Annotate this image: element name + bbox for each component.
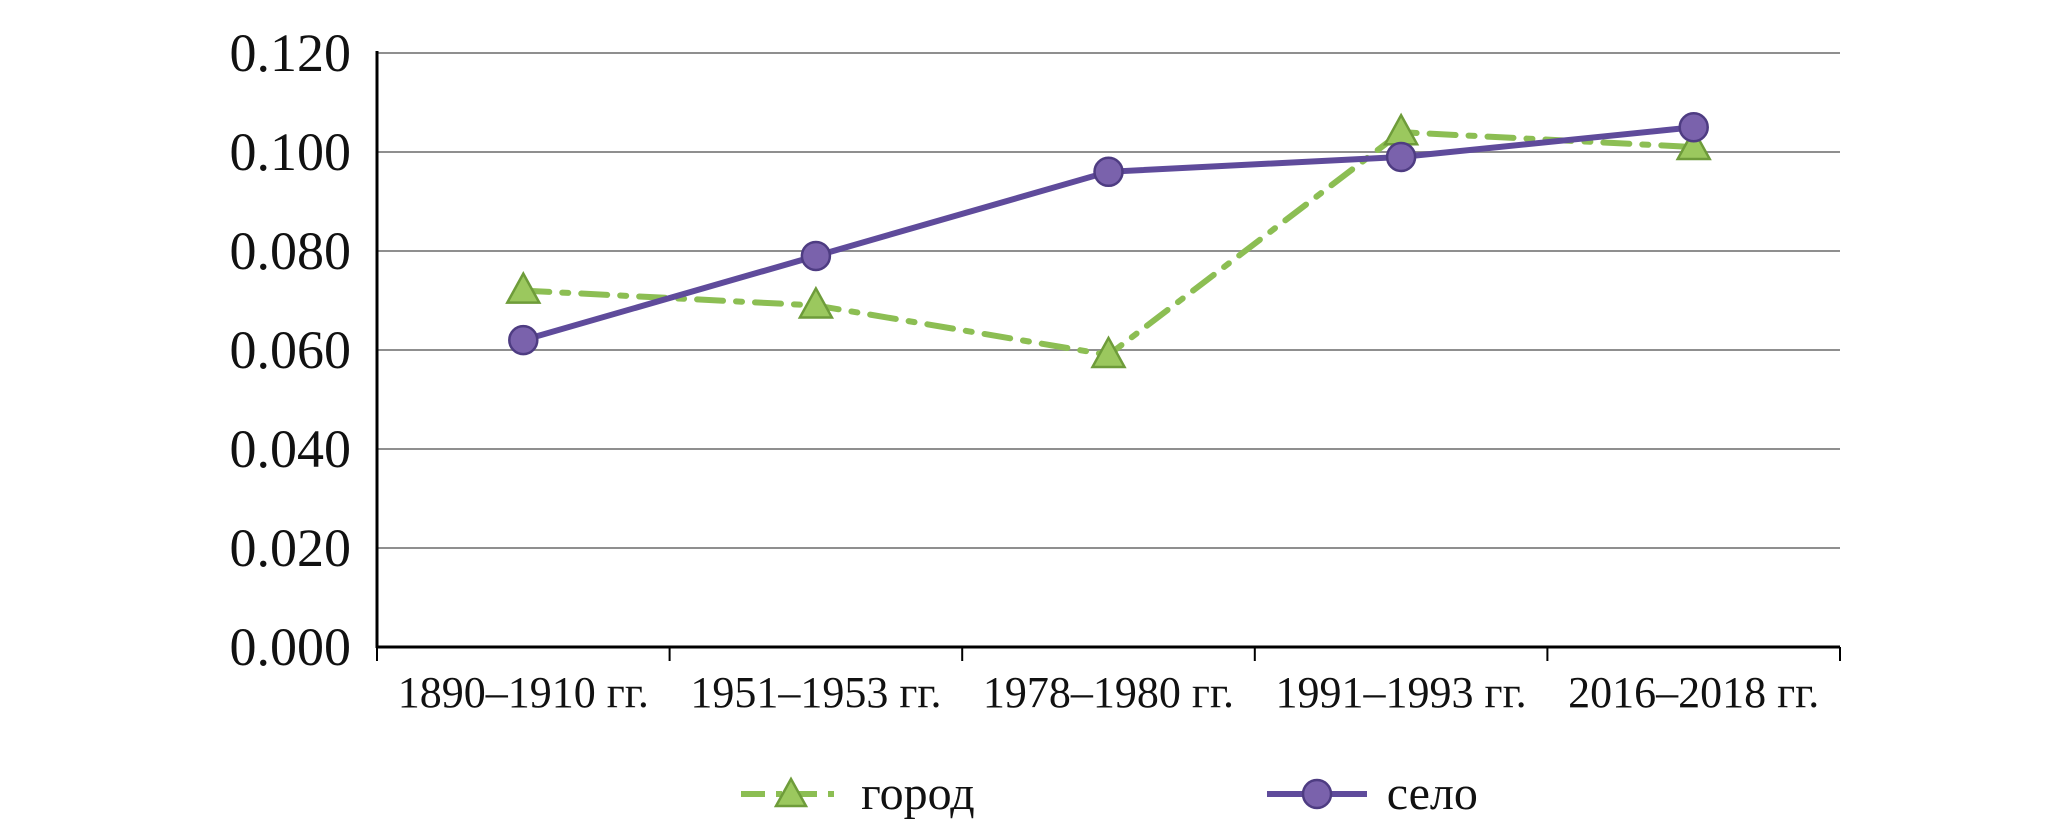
- marker-triangle: [1382, 112, 1420, 146]
- marker-triangle: [1675, 127, 1712, 161]
- marker-circle: [800, 240, 832, 272]
- marker-triangle: [797, 285, 835, 319]
- x-tick-label: 1991–1993 гг.: [1276, 668, 1527, 717]
- y-tick-label: 0.080: [230, 221, 352, 281]
- x-tick-label: 2016–2018 гг.: [1568, 668, 1819, 717]
- marker-triangle: [505, 271, 542, 304]
- selo-solid-circle-line-icon: [1266, 778, 1367, 810]
- x-tick-label: 1890–1910 гг.: [398, 668, 649, 717]
- x-tick-label: 1951–1953 гг.: [690, 668, 941, 717]
- legend-item-gorod: город: [739, 770, 975, 818]
- marker-circle: [508, 324, 539, 356]
- y-tick-label: 0.020: [230, 518, 352, 578]
- marker-triangle: [1090, 335, 1127, 369]
- marker-circle: [1385, 141, 1417, 173]
- marker-circle: [1093, 156, 1124, 188]
- y-tick-label: 0.120: [230, 23, 352, 83]
- legend-label-selo: село: [1386, 767, 1478, 820]
- legend-label-gorod: город: [861, 767, 975, 820]
- legend-item-selo: село: [1265, 770, 1478, 818]
- gorod-dash-triangle-line-icon: [741, 776, 842, 808]
- x-tick-label: 1978–1980 гг.: [983, 668, 1234, 717]
- y-tick-label: 0.040: [230, 419, 352, 479]
- legend: город село: [377, 770, 1840, 818]
- y-tick-label: 0.060: [230, 320, 352, 380]
- marker-circle: [1678, 112, 1709, 143]
- y-tick-label: 0.100: [230, 122, 352, 182]
- y-tick-label: 0.000: [230, 617, 352, 677]
